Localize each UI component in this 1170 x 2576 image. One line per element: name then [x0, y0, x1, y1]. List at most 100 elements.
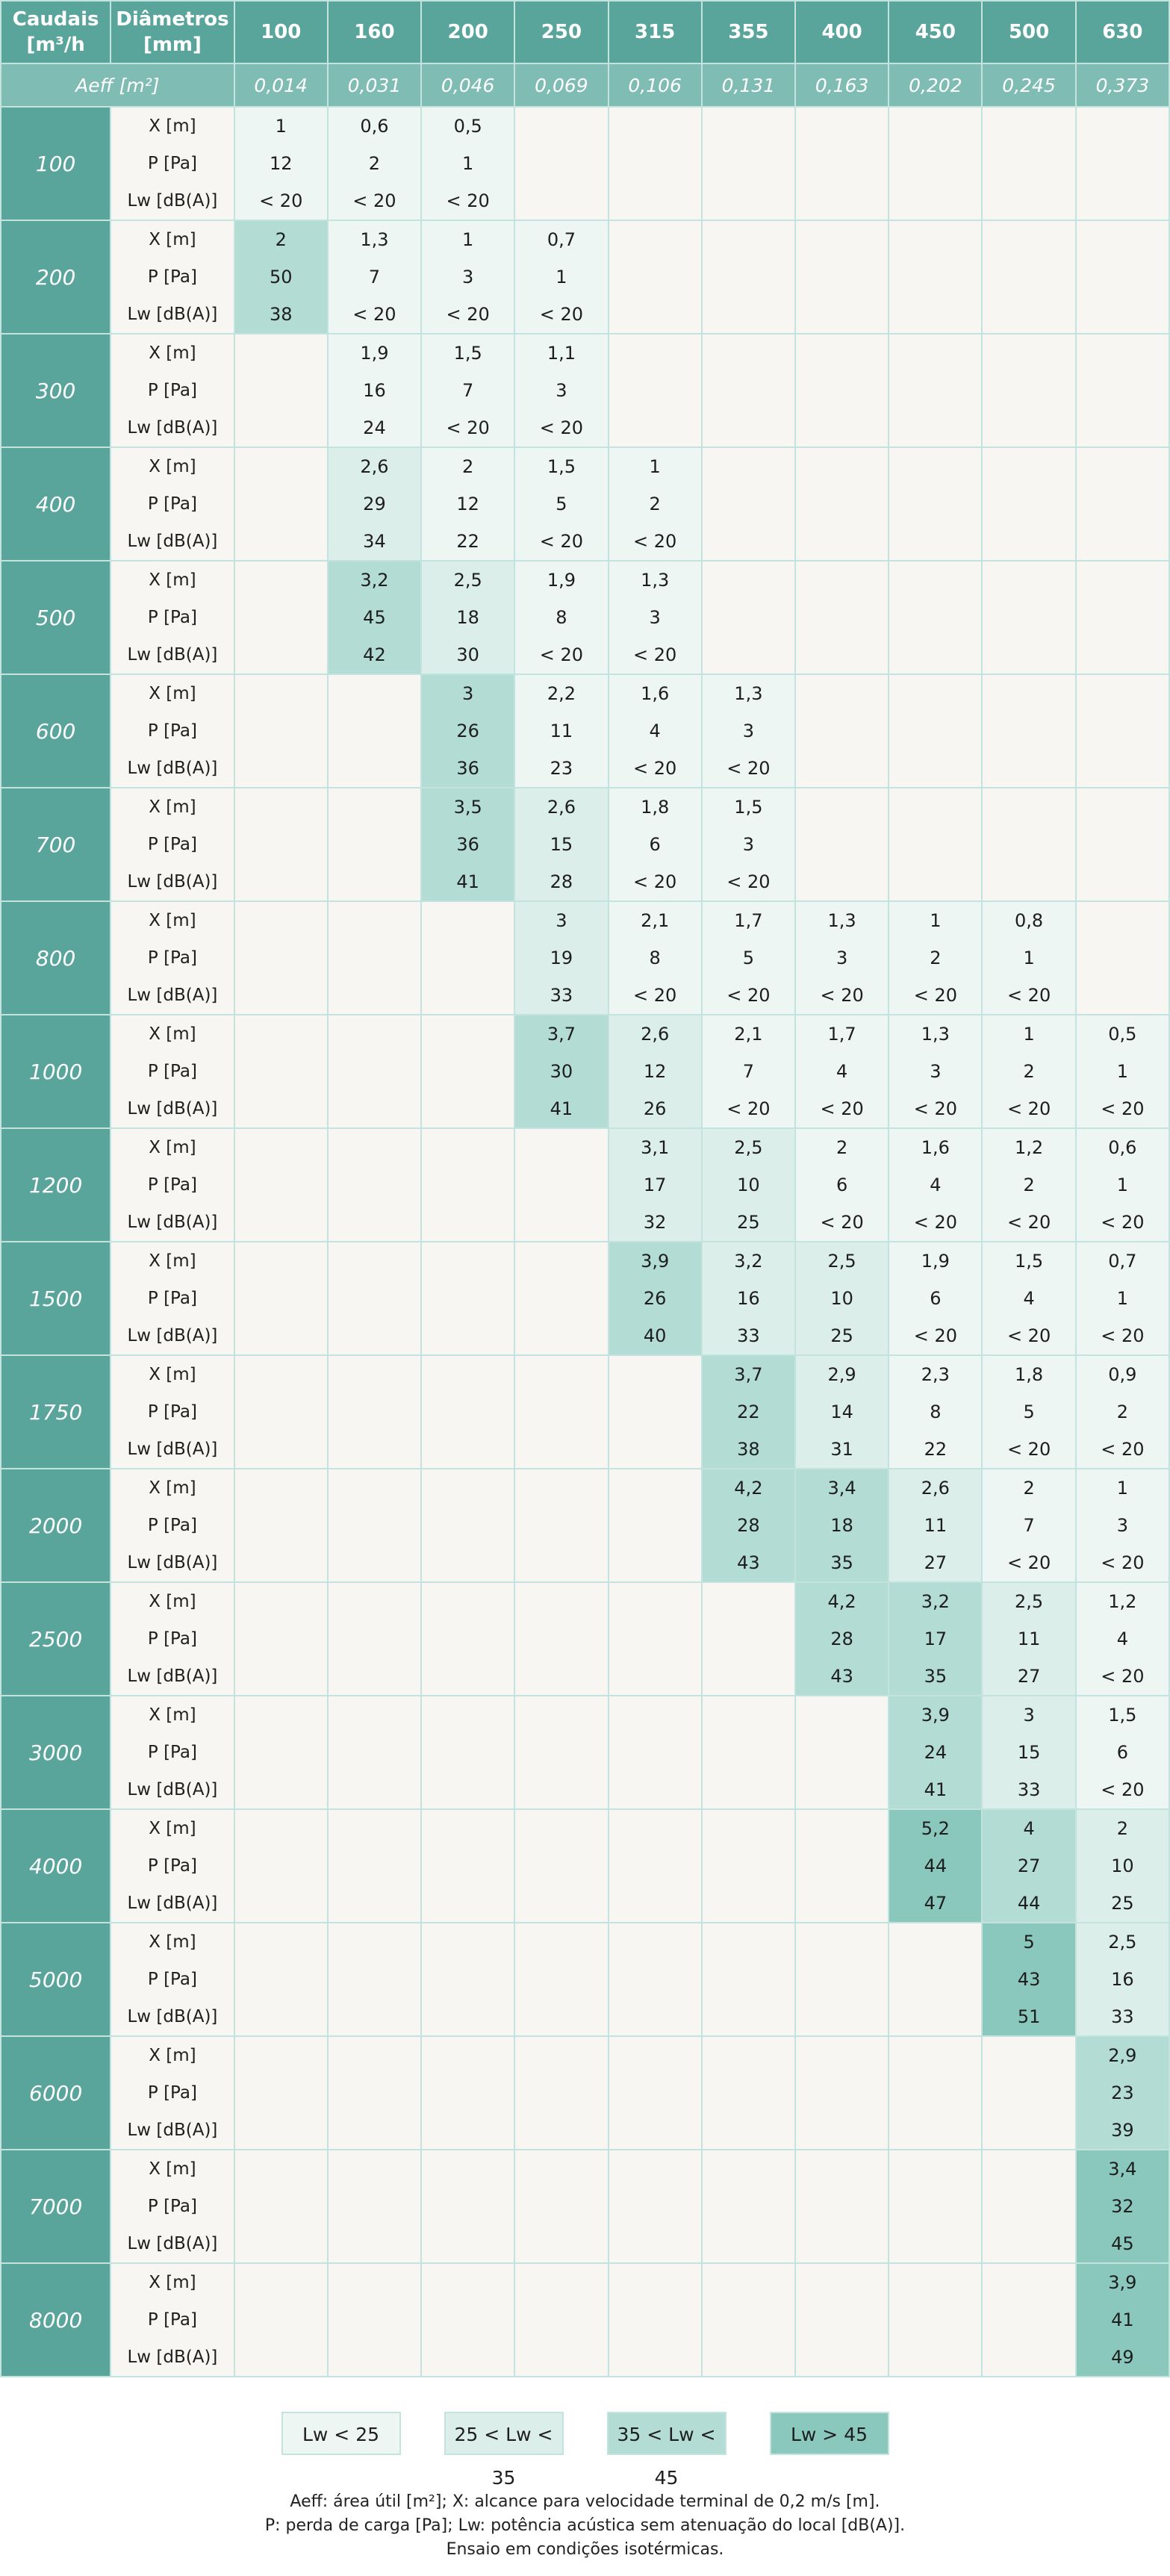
empty-cell: [420, 1922, 516, 2037]
reach-value: 2,5: [827, 1251, 856, 1272]
pressure-value: 45: [363, 607, 386, 628]
pressure-value: 4: [649, 721, 661, 741]
flow-rate-cell: 400: [0, 447, 112, 561]
reach-value: 1: [649, 456, 661, 477]
reach-value: 0,6: [360, 116, 389, 137]
aeff-value-cell: 0,046: [420, 63, 516, 108]
empty-cell: [794, 673, 890, 788]
empty-cell: [794, 447, 890, 561]
sound-power-value: 27: [924, 1552, 947, 1573]
empty-cell: [607, 1581, 703, 1696]
value-cell: 0,9 2 < 20: [1074, 1354, 1170, 1469]
pressure-value: 3: [1116, 1515, 1128, 1536]
pressure-value: 29: [363, 494, 386, 514]
empty-cell: [1074, 560, 1170, 675]
flow-rate-cell: 2500: [0, 1581, 112, 1696]
empty-cell: [326, 1468, 423, 1583]
legend-item-lw-below-25: Lw < 25: [281, 2412, 401, 2455]
empty-cell: [326, 1241, 423, 1356]
value-cell: 1,9 16 24: [326, 333, 423, 448]
pressure-value: 4: [930, 1175, 942, 1195]
reach-value: 1,3: [641, 570, 670, 591]
value-cell: 1,6 4 < 20: [888, 1127, 983, 1242]
metric-label: P [Pa]: [147, 721, 197, 741]
empty-cell: [1074, 787, 1170, 902]
value-cell: 2,9 23 39: [1074, 2035, 1170, 2150]
reach-value: 1: [275, 116, 287, 137]
reach-value: 4,2: [827, 1591, 856, 1612]
value-cell: 1 3 < 20: [420, 220, 516, 335]
metric-label: Lw [dB(A)]: [127, 1894, 218, 1913]
value-cell: 0,5 1 < 20: [1074, 1014, 1170, 1129]
diameter-header-cell: 355: [700, 0, 797, 64]
sound-power-value: 28: [550, 871, 573, 892]
metric-labels-cell: X [m] P [Pa] Lw [dB(A)]: [110, 1354, 235, 1469]
reach-value: 2,1: [641, 910, 670, 931]
empty-cell: [888, 2149, 983, 2264]
pressure-value: 7: [742, 1061, 755, 1082]
value-cell: 2 10 25: [1074, 1808, 1170, 1923]
metric-label: P [Pa]: [147, 1175, 197, 1195]
value-cell: 1,3 7 < 20: [326, 220, 423, 335]
reach-value: 0,5: [453, 116, 482, 137]
empty-cell: [794, 333, 890, 448]
pressure-value: 24: [924, 1742, 947, 1763]
empty-cell: [233, 333, 329, 448]
reach-value: 4,2: [734, 1478, 763, 1499]
flow-rate-cell: 100: [0, 106, 112, 221]
pressure-value: 26: [456, 721, 479, 741]
reach-value: 2,6: [921, 1478, 950, 1499]
diameter-column-header: Diâmetros [mm]: [110, 0, 235, 64]
sound-power-value: 22: [456, 531, 479, 552]
flow-rate-cell: 700: [0, 787, 112, 902]
metric-label: P [Pa]: [147, 1629, 197, 1649]
sound-power-value: < 20: [539, 644, 584, 665]
empty-cell: [420, 1354, 516, 1469]
pressure-value: 2: [1023, 1061, 1035, 1082]
reach-value: 1,5: [547, 456, 576, 477]
sound-power-value: < 20: [820, 985, 864, 1006]
sound-power-value: < 20: [1101, 1552, 1145, 1573]
reach-value: 2: [836, 1137, 848, 1158]
value-cell: 2,5 10 25: [794, 1241, 890, 1356]
sound-power-value: 41: [924, 1779, 947, 1800]
metric-label: Lw [dB(A)]: [127, 872, 218, 892]
reach-value: 3: [462, 683, 474, 704]
reach-value: 3,4: [827, 1478, 856, 1499]
pressure-value: 44: [924, 1855, 947, 1876]
value-cell: 0,6 1 < 20: [1074, 1127, 1170, 1242]
empty-cell: [888, 673, 983, 788]
empty-cell: [326, 1014, 423, 1129]
reach-value: 2,1: [734, 1024, 763, 1045]
empty-cell: [514, 1468, 609, 1583]
table-row: 800 X [m] P [Pa] Lw [dB(A)] 3 19 33 2,1 8 < 20 1,7…: [0, 900, 1170, 1015]
value-cell: 3,9 24 41: [888, 1695, 983, 1810]
diameter-header-cell: 250: [514, 0, 609, 64]
empty-cell: [607, 1354, 703, 1469]
empty-cell: [981, 220, 1077, 335]
empty-cell: [981, 106, 1077, 221]
sound-power-value: 36: [456, 758, 479, 779]
sound-power-value: < 20: [913, 1325, 957, 1346]
reach-value: 2,9: [827, 1364, 856, 1385]
metric-labels-cell: X [m] P [Pa] Lw [dB(A)]: [110, 1468, 235, 1583]
diameter-header-cell: 160: [326, 0, 423, 64]
empty-cell: [1074, 447, 1170, 561]
reach-value: 1,3: [827, 910, 856, 931]
flow-rate-cell: 500: [0, 560, 112, 675]
sound-power-value: 41: [550, 1098, 573, 1119]
flow-rate-cell: 6000: [0, 2035, 112, 2150]
metric-labels-cell: X [m] P [Pa] Lw [dB(A)]: [110, 1922, 235, 2037]
reach-value: 1,2: [1108, 1591, 1137, 1612]
empty-cell: [514, 1354, 609, 1469]
sound-power-value: < 20: [352, 304, 396, 325]
sound-power-value: 42: [363, 644, 386, 665]
metric-label: P [Pa]: [147, 2083, 197, 2103]
table-row: 1000 X [m] P [Pa] Lw [dB(A)] 3,7 30 41 2,6 12 26 2…: [0, 1014, 1170, 1129]
empty-cell: [700, 1581, 797, 1696]
empty-cell: [888, 560, 983, 675]
empty-cell: [420, 1468, 516, 1583]
reach-value: 2,5: [1108, 1932, 1137, 1953]
metric-label: X [m]: [149, 1251, 196, 1271]
value-cell: 3,7 30 41: [514, 1014, 609, 1129]
